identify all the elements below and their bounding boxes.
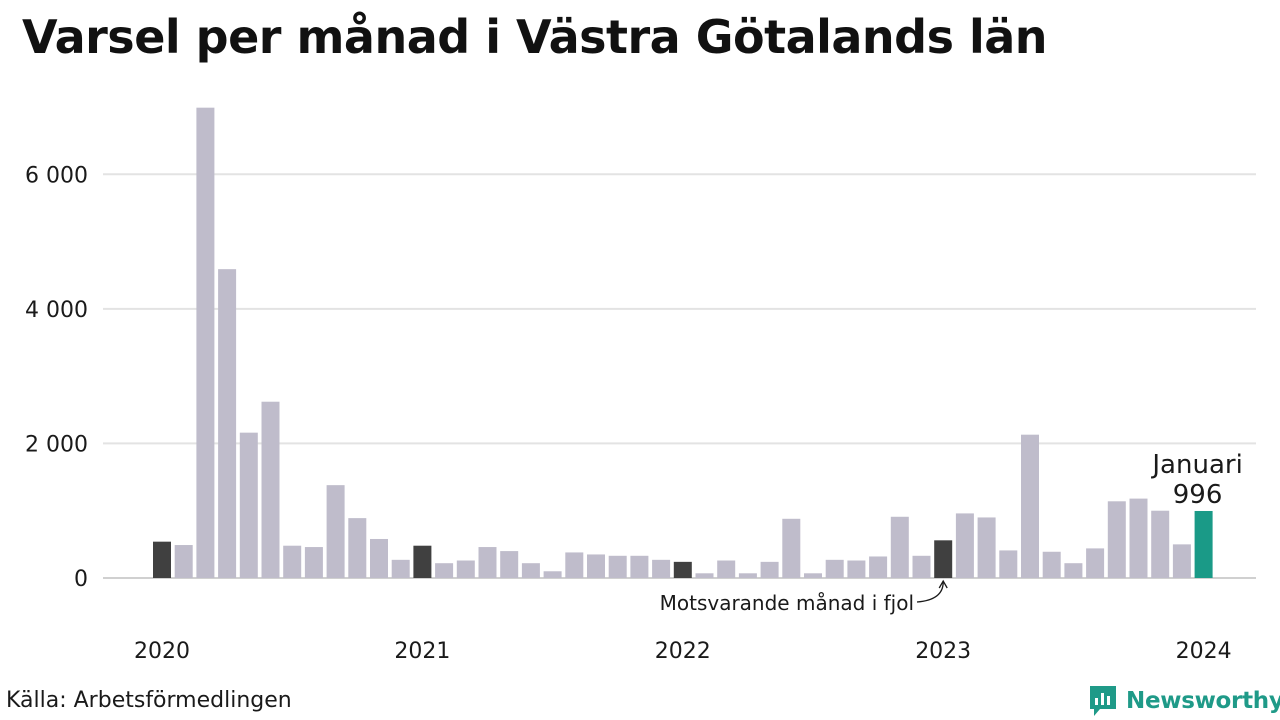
bar xyxy=(435,563,454,578)
bar xyxy=(348,518,367,578)
bar xyxy=(153,541,171,578)
bar xyxy=(370,538,388,578)
bar xyxy=(565,552,584,578)
bar xyxy=(1172,544,1191,578)
y-tick-label: 2 000 xyxy=(25,432,88,457)
annotation-arrow xyxy=(916,581,944,603)
brand-logo: Newsworthy xyxy=(1088,684,1280,718)
bar xyxy=(1086,548,1105,578)
bar xyxy=(478,547,497,578)
bar xyxy=(760,561,779,578)
annotation-arrowhead xyxy=(938,579,948,589)
bar xyxy=(304,547,323,578)
x-tick-label: 2020 xyxy=(134,639,190,664)
bar xyxy=(587,554,605,578)
bar xyxy=(283,545,302,578)
bar xyxy=(630,555,649,578)
bar xyxy=(174,545,193,578)
bar xyxy=(847,560,866,578)
bar xyxy=(955,513,974,578)
bar xyxy=(521,563,540,578)
y-tick-label: 6 000 xyxy=(25,163,88,188)
y-axis-ticks: 0 2 000 4 000 6 000 xyxy=(25,163,88,592)
x-axis-ticks: 2020 2021 2022 2023 2024 xyxy=(134,639,1232,664)
x-tick-label: 2023 xyxy=(915,639,971,664)
bar-chart: 0 2 000 4 000 6 000 2020 2021 2022 2023 2024 Ja… xyxy=(25,107,1256,664)
bar xyxy=(1194,510,1213,578)
x-tick-label: 2022 xyxy=(655,639,711,664)
bar xyxy=(782,518,801,578)
bar xyxy=(1064,563,1083,578)
bar xyxy=(218,269,237,578)
bar xyxy=(890,516,909,578)
bar xyxy=(738,573,757,578)
y-tick-label: 4 000 xyxy=(25,298,88,323)
brand-name: Newsworthy xyxy=(1126,688,1280,714)
bar xyxy=(934,540,953,578)
y-tick-label: 0 xyxy=(74,567,88,592)
x-tick-label: 2024 xyxy=(1176,639,1232,664)
bar xyxy=(717,560,736,578)
bar xyxy=(1107,501,1126,578)
bar xyxy=(1021,434,1039,578)
bar xyxy=(608,555,627,578)
current-value-label: 996 xyxy=(1173,480,1223,510)
bar xyxy=(977,517,996,578)
bar xyxy=(825,559,844,578)
bar xyxy=(1129,498,1148,578)
bar xyxy=(543,571,562,578)
bar xyxy=(326,485,345,578)
bar xyxy=(804,573,822,578)
bar xyxy=(1151,510,1170,578)
bars xyxy=(153,107,1213,579)
previous-year-label: Motsvarande månad i fjol xyxy=(660,591,914,615)
bar xyxy=(652,559,671,578)
bar xyxy=(500,551,519,578)
bar xyxy=(261,401,280,578)
newsworthy-logo-icon xyxy=(1090,686,1116,716)
bar xyxy=(695,573,714,578)
x-tick-label: 2021 xyxy=(394,639,450,664)
bar xyxy=(912,555,931,578)
bar xyxy=(673,561,692,578)
bar xyxy=(999,550,1018,578)
bar xyxy=(391,559,410,578)
chart-title: Varsel per månad i Västra Götalands län xyxy=(22,10,1048,64)
bar xyxy=(413,545,432,578)
bar xyxy=(196,107,215,579)
bar xyxy=(1042,551,1061,578)
current-month-label: Januari xyxy=(1150,450,1242,480)
source-label: Källa: Arbetsförmedlingen xyxy=(6,688,292,713)
bar xyxy=(869,556,888,578)
bar xyxy=(239,432,258,578)
bar xyxy=(456,560,475,578)
